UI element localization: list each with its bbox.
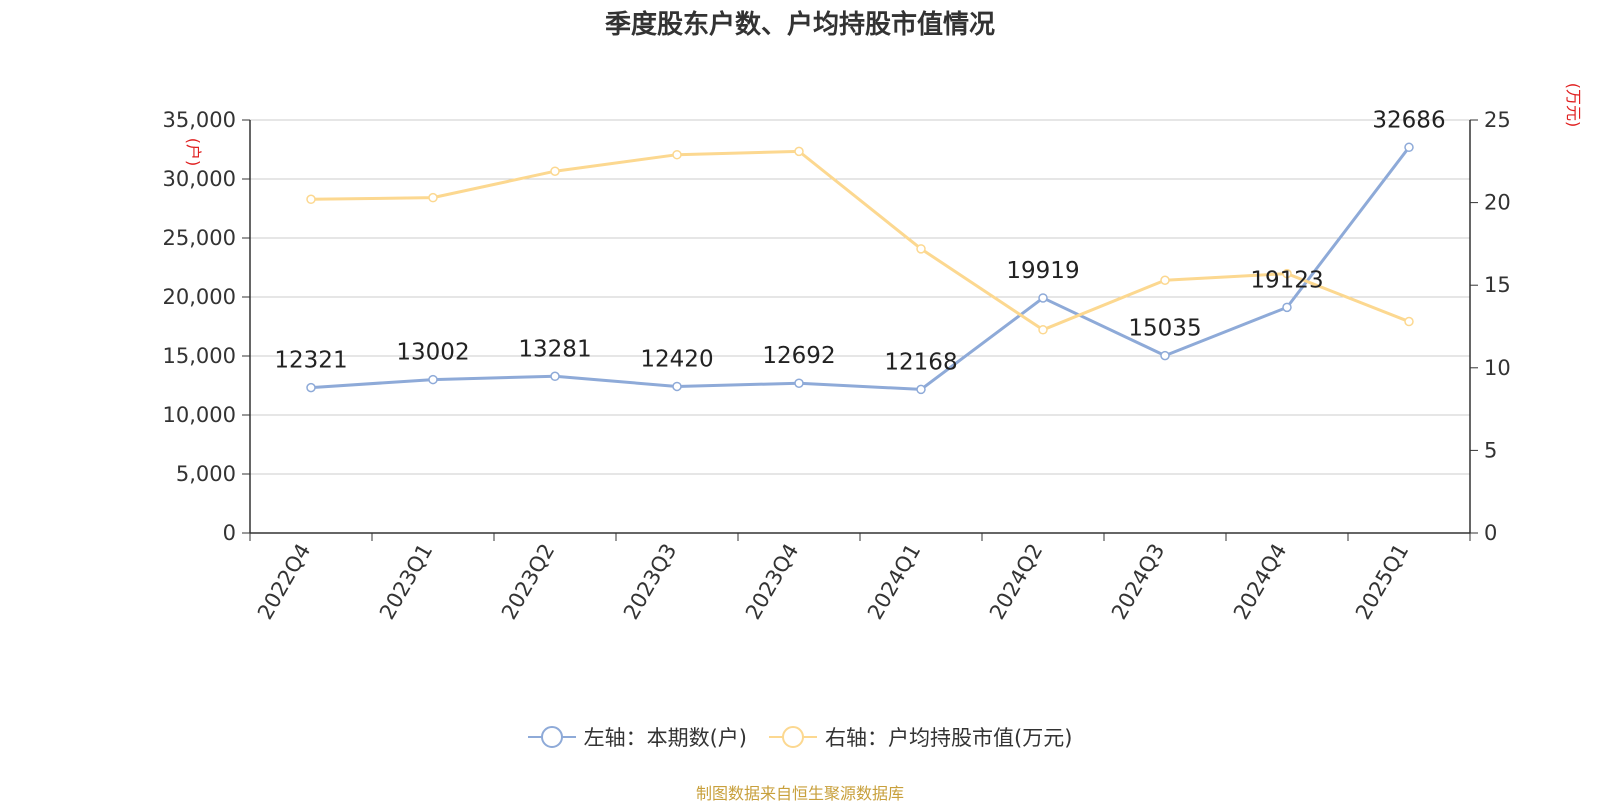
legend-label-left-series: 左轴：本期数(户) [583,726,747,750]
data-label: 12692 [762,343,835,369]
data-point-right [428,192,438,203]
data-point-right [306,194,316,205]
data-point-left [306,382,316,393]
y-right-unit-label: (万元) [1564,83,1583,128]
series-line-left [310,146,1411,391]
legend-item-right-series[interactable]: 右轴：户均持股市值(万元) [769,722,1072,752]
data-point-left [672,381,682,392]
x-tick-label: 2024Q4 [1229,540,1291,624]
y-left-tick-label: 5,000 [176,462,236,486]
x-tick-label: 2025Q1 [1351,540,1413,624]
y-left-tick-label: 30,000 [163,167,236,191]
data-point-left [1038,293,1048,303]
x-tick-label: 2024Q2 [985,540,1047,624]
x-tick-label: 2023Q3 [619,540,681,624]
x-tick-label: 2023Q1 [375,540,437,624]
legend-swatch-right-series [769,726,817,748]
data-point-right [1282,268,1292,279]
x-tick-label: 2022Q4 [253,540,315,624]
y-left-tick-label: 0 [223,521,236,545]
data-point-right [1160,275,1170,285]
data-point-left [794,378,804,388]
legend-item-left-series[interactable]: 左轴：本期数(户) [527,722,747,752]
data-label: 12321 [274,348,347,374]
data-label: 19123 [1250,267,1323,293]
data-point-right [1404,316,1414,327]
data-label: 13281 [518,336,591,362]
data-point-left [550,371,560,382]
y-right-tick-label: 0 [1484,521,1497,545]
y-left-tick-label: 35,000 [163,108,236,132]
data-label: 12420 [640,346,713,372]
y-left-tick-label: 20,000 [163,285,236,309]
y-right-tick-label: 25 [1484,108,1511,132]
legend-label-right-series: 右轴：户均持股市值(万元) [825,726,1073,750]
data-point-right [1038,325,1048,335]
series-line-right [310,149,1410,332]
y-right-tick-label: 5 [1484,438,1497,462]
chart-title: 季度股东户数、户均持股市值情况 [604,10,995,40]
data-point-left [1404,142,1414,153]
data-label: 19919 [1006,258,1079,284]
y-left-tick-label: 15,000 [163,344,236,368]
source-footer: 制图数据来自恒生聚源数据库 [695,784,904,803]
data-point-right [916,244,926,254]
data-point-right [550,166,560,176]
x-tick-label: 2023Q4 [741,540,803,624]
data-point-left [916,384,926,395]
y-right-tick-label: 20 [1484,191,1511,215]
data-point-left [1282,302,1292,313]
data-point-left [1160,350,1170,361]
data-label: 32686 [1372,107,1445,133]
y-left-tick-label: 10,000 [163,403,236,427]
data-point-right [794,146,804,157]
y-right-tick-label: 15 [1484,273,1511,297]
chart-legend: 左轴：本期数(户) 右轴：户均持股市值(万元) [0,722,1600,752]
x-tick-label: 2024Q1 [863,540,925,624]
data-point-left [428,374,438,385]
x-tick-label: 2024Q3 [1107,540,1169,624]
data-point-right [672,149,682,160]
data-label: 13002 [396,340,469,366]
y-right-tick-label: 10 [1484,356,1511,380]
y-left-tick-label: 25,000 [163,226,236,250]
x-tick-label: 2023Q2 [497,540,559,624]
data-label: 15035 [1128,316,1201,342]
data-label: 12168 [884,349,957,375]
y-left-unit-label: (户) [184,138,203,167]
legend-swatch-left-series [527,726,576,748]
